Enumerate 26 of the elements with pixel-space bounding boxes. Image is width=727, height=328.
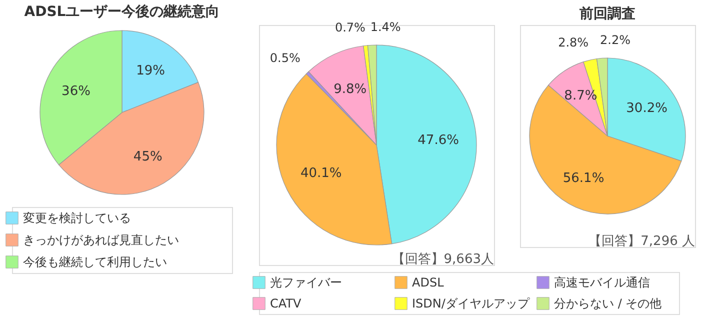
data-label: 2.8%	[558, 35, 589, 50]
legend-label: きっかけがあれば見直したい	[23, 233, 179, 247]
data-label: 1.4%	[370, 20, 401, 34]
legend-label: 今後も継続して利用したい	[23, 255, 167, 269]
chart-title: ADSLユーザー今後の継続意向	[24, 2, 220, 20]
data-label: 36%	[62, 84, 90, 99]
legend-label: 光ファイバー	[270, 276, 342, 290]
data-label: 40.1%	[300, 166, 342, 181]
legend-label: ADSL	[412, 276, 444, 290]
data-label: 0.7%	[334, 20, 366, 35]
legend-label: CATV	[270, 296, 302, 310]
data-label: 45%	[133, 149, 162, 164]
legend-label: 分からない / その他	[554, 296, 662, 310]
legend-label: 変更を検討している	[23, 211, 131, 225]
data-label: 9.8%	[334, 82, 367, 97]
text: 【回答】9,663人	[392, 252, 494, 267]
data-label: 2.2%	[600, 33, 631, 48]
legend-label: ISDN/ダイヤルアップ	[412, 296, 530, 310]
data-label: 30.2%	[626, 100, 668, 116]
data-label: 47.6%	[418, 133, 459, 148]
chart-title: 前回調査	[578, 5, 636, 22]
legend-label: 高速モバイル通信	[554, 276, 650, 290]
data-label: 19%	[136, 63, 166, 78]
text: 【回答】7,296 人	[588, 234, 695, 249]
data-label: 56.1%	[562, 171, 604, 186]
data-label: 0.5%	[270, 51, 300, 66]
